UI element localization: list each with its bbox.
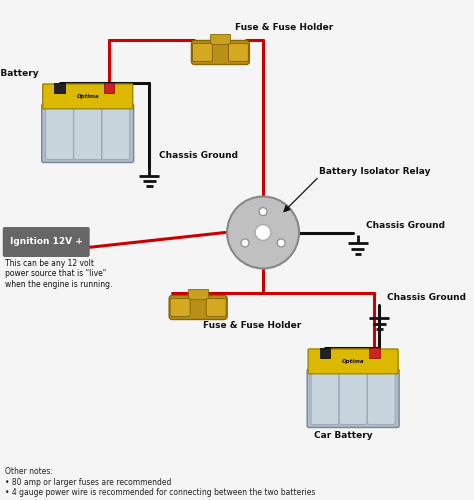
Text: Chassis Ground: Chassis Ground	[366, 221, 445, 230]
Text: Chassis Ground: Chassis Ground	[387, 293, 466, 302]
Text: Other notes:
• 80 amp or larger fuses are recommended
• 4 gauge power wire is re: Other notes: • 80 amp or larger fuses ar…	[5, 468, 315, 498]
FancyBboxPatch shape	[169, 296, 227, 320]
Text: Battery Isolator Relay: Battery Isolator Relay	[319, 168, 430, 176]
FancyBboxPatch shape	[210, 34, 230, 43]
FancyBboxPatch shape	[339, 371, 367, 424]
FancyBboxPatch shape	[102, 106, 130, 160]
Text: Optima: Optima	[342, 359, 365, 364]
FancyBboxPatch shape	[46, 106, 73, 160]
FancyBboxPatch shape	[228, 44, 248, 62]
FancyBboxPatch shape	[367, 371, 395, 424]
FancyBboxPatch shape	[188, 288, 208, 298]
Circle shape	[277, 239, 285, 247]
FancyBboxPatch shape	[369, 348, 380, 358]
FancyBboxPatch shape	[311, 371, 339, 424]
FancyBboxPatch shape	[74, 106, 101, 160]
Circle shape	[227, 196, 299, 268]
Circle shape	[259, 208, 267, 216]
FancyBboxPatch shape	[103, 83, 114, 93]
Text: This can be any 12 volt
power source that is "live"
when the engine is running.: This can be any 12 volt power source tha…	[5, 259, 112, 289]
FancyBboxPatch shape	[307, 369, 399, 428]
FancyBboxPatch shape	[319, 348, 330, 358]
Text: Car Battery: Car Battery	[314, 430, 373, 440]
Text: Ignition 12V +: Ignition 12V +	[10, 238, 82, 246]
FancyBboxPatch shape	[43, 84, 133, 109]
Text: Chassis Ground: Chassis Ground	[159, 150, 238, 160]
Text: Fuse & Fuse Holder: Fuse & Fuse Holder	[203, 322, 301, 330]
FancyBboxPatch shape	[308, 349, 398, 374]
FancyBboxPatch shape	[191, 40, 249, 64]
Text: Car Battery: Car Battery	[0, 69, 39, 78]
FancyBboxPatch shape	[192, 44, 212, 62]
FancyBboxPatch shape	[54, 83, 65, 93]
FancyBboxPatch shape	[3, 227, 90, 257]
Circle shape	[255, 224, 271, 240]
Circle shape	[241, 239, 249, 247]
FancyBboxPatch shape	[206, 298, 226, 316]
Text: Fuse & Fuse Holder: Fuse & Fuse Holder	[236, 24, 334, 32]
FancyBboxPatch shape	[170, 298, 190, 316]
FancyBboxPatch shape	[42, 104, 134, 162]
Text: Optima: Optima	[76, 94, 99, 99]
